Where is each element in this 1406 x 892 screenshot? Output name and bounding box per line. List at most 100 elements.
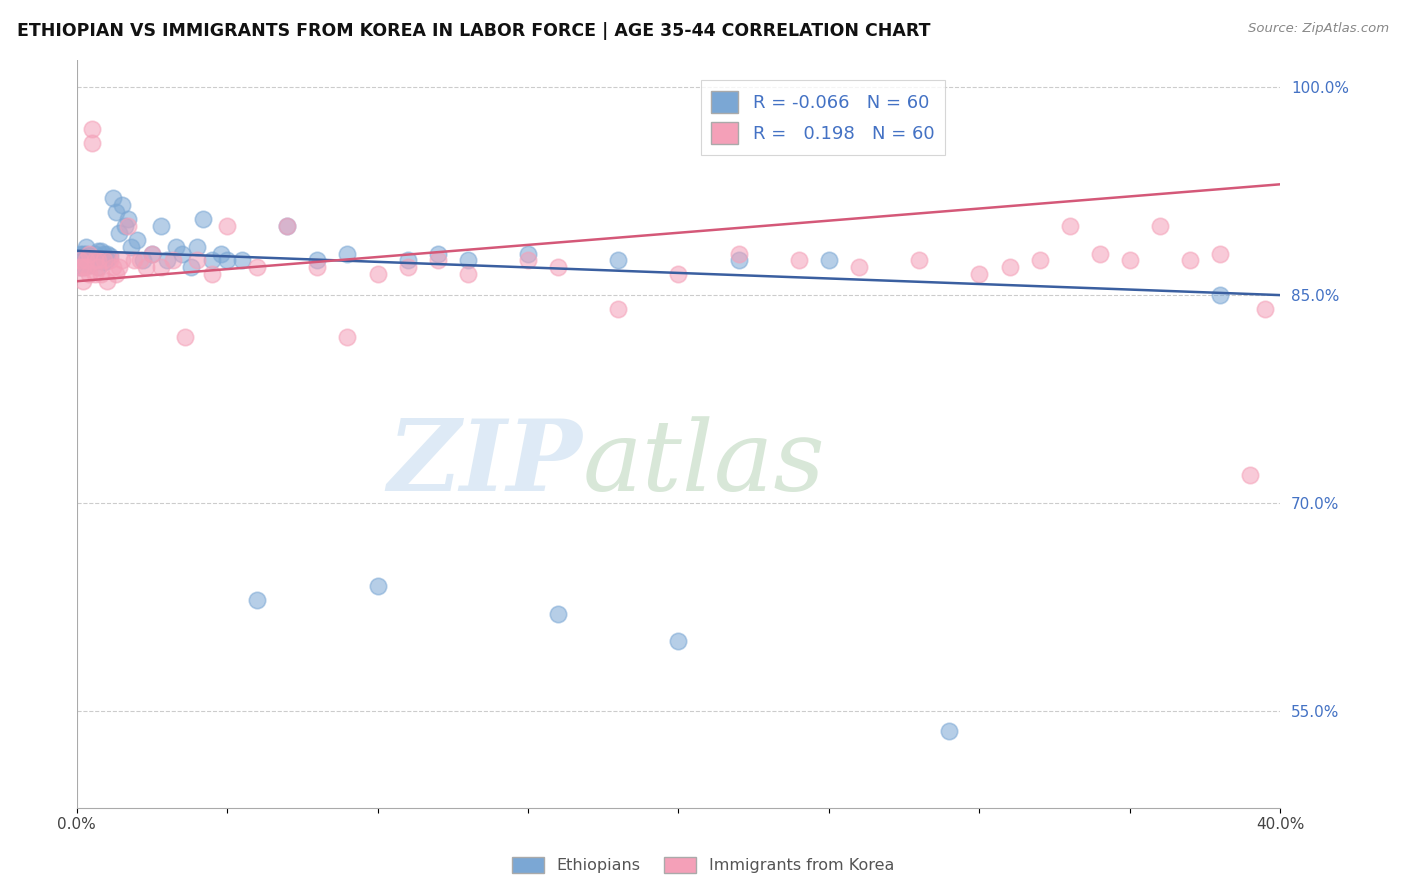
Point xyxy=(72,274,94,288)
Point xyxy=(69,260,91,275)
Point xyxy=(128,253,150,268)
Point xyxy=(426,246,449,260)
Point xyxy=(149,260,172,275)
Point xyxy=(72,253,94,268)
Point xyxy=(201,253,224,268)
Point xyxy=(396,260,419,275)
Point xyxy=(104,268,127,282)
Point xyxy=(77,258,100,272)
Point xyxy=(307,260,329,275)
Point xyxy=(101,260,124,275)
Point xyxy=(457,268,479,282)
Point xyxy=(1088,246,1111,260)
Point xyxy=(93,253,115,268)
Point xyxy=(90,268,112,282)
Point xyxy=(180,260,202,275)
Point xyxy=(75,253,97,268)
Point xyxy=(607,301,630,316)
Point xyxy=(69,253,91,268)
Point xyxy=(96,253,118,268)
Point xyxy=(132,253,155,268)
Point xyxy=(72,260,94,275)
Point xyxy=(517,246,540,260)
Point xyxy=(727,246,749,260)
Point xyxy=(83,268,105,282)
Point xyxy=(201,268,224,282)
Point xyxy=(135,260,157,275)
Point xyxy=(72,260,94,275)
Point xyxy=(83,246,105,260)
Point xyxy=(818,253,841,268)
Text: ZIP: ZIP xyxy=(387,416,582,512)
Point xyxy=(547,607,569,621)
Point xyxy=(75,239,97,253)
Point xyxy=(141,246,163,260)
Point xyxy=(90,244,112,258)
Point xyxy=(426,253,449,268)
Point xyxy=(96,274,118,288)
Point xyxy=(149,219,172,233)
Point xyxy=(969,268,991,282)
Point xyxy=(86,260,108,275)
Point xyxy=(111,198,134,212)
Point xyxy=(77,249,100,263)
Point xyxy=(174,329,197,343)
Point xyxy=(80,121,103,136)
Point xyxy=(107,226,129,240)
Point xyxy=(75,253,97,268)
Point xyxy=(111,253,134,268)
Point xyxy=(72,246,94,260)
Point xyxy=(607,253,630,268)
Text: ETHIOPIAN VS IMMIGRANTS FROM KOREA IN LABOR FORCE | AGE 35-44 CORRELATION CHART: ETHIOPIAN VS IMMIGRANTS FROM KOREA IN LA… xyxy=(17,22,931,40)
Text: Source: ZipAtlas.com: Source: ZipAtlas.com xyxy=(1249,22,1389,36)
Point xyxy=(668,634,690,648)
Point xyxy=(107,260,129,275)
Point xyxy=(83,253,105,268)
Point xyxy=(69,260,91,275)
Point xyxy=(69,246,91,260)
Point xyxy=(156,253,179,268)
Point xyxy=(1254,301,1277,316)
Point xyxy=(125,233,148,247)
Point xyxy=(231,253,253,268)
Point xyxy=(80,136,103,150)
Point xyxy=(77,246,100,260)
Point xyxy=(114,219,136,233)
Point xyxy=(170,246,193,260)
Point xyxy=(727,253,749,268)
Point xyxy=(307,253,329,268)
Point xyxy=(517,253,540,268)
Point xyxy=(162,253,184,268)
Point xyxy=(186,253,208,268)
Text: atlas: atlas xyxy=(582,416,825,511)
Point xyxy=(98,253,121,268)
Point xyxy=(276,219,298,233)
Point xyxy=(1178,253,1201,268)
Point xyxy=(998,260,1021,275)
Point xyxy=(83,253,105,268)
Point xyxy=(908,253,931,268)
Point xyxy=(117,211,139,226)
Point xyxy=(191,211,214,226)
Point xyxy=(165,239,187,253)
Point xyxy=(80,251,103,265)
Point xyxy=(77,268,100,282)
Point xyxy=(787,253,810,268)
Point xyxy=(1209,288,1232,302)
Point xyxy=(96,246,118,260)
Point xyxy=(75,260,97,275)
Legend: Ethiopians, Immigrants from Korea: Ethiopians, Immigrants from Korea xyxy=(505,850,901,880)
Point xyxy=(117,219,139,233)
Point xyxy=(101,191,124,205)
Legend: R = -0.066   N = 60, R =   0.198   N = 60: R = -0.066 N = 60, R = 0.198 N = 60 xyxy=(700,80,945,154)
Point xyxy=(457,253,479,268)
Point xyxy=(120,239,142,253)
Point xyxy=(396,253,419,268)
Point xyxy=(336,246,359,260)
Point xyxy=(1028,253,1050,268)
Point xyxy=(86,253,108,268)
Point xyxy=(98,249,121,263)
Point xyxy=(75,246,97,260)
Point xyxy=(90,252,112,266)
Point xyxy=(93,246,115,260)
